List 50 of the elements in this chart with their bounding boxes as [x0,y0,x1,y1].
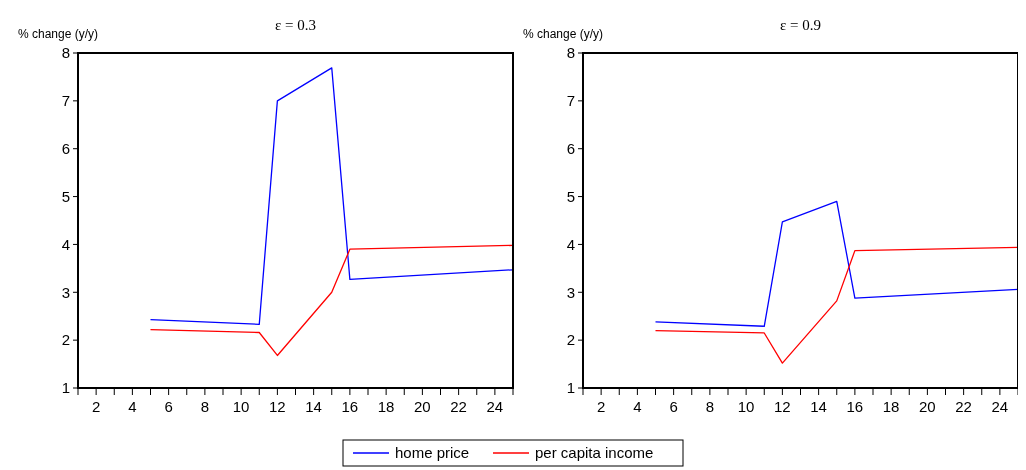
y-tick-label: 1 [61,379,70,397]
y-tick-label: 7 [61,92,70,110]
x-tick-label: 14 [305,398,322,415]
y-axis-title: % change (y/y) [18,27,99,41]
x-tick-label: 6 [669,398,678,415]
y-tick-label: 5 [61,187,70,205]
line-series [149,244,514,357]
y-tick-label: 8 [566,44,575,62]
x-tick-label: 14 [810,398,827,415]
y-tick-label: 6 [61,139,70,157]
x-tick-label: 8 [705,398,715,415]
x-tick-label: 20 [414,398,431,415]
legend-label: home price [395,444,470,462]
x-tick-label: 6 [164,398,173,415]
x-tick-label: 18 [377,398,395,415]
y-tick-label: 5 [566,187,575,205]
x-tick-label: 22 [450,398,467,415]
y-tick-label: 2 [61,331,70,349]
legend-label: per capita income [535,444,654,462]
x-tick-label: 10 [737,398,755,415]
chart-title: ε = 0.9 [779,17,822,33]
chart-title: ε = 0.3 [274,17,317,33]
x-tick-label: 20 [919,398,936,415]
y-tick-label: 1 [566,379,575,397]
x-tick-label: 4 [633,398,642,415]
x-tick-label: 16 [846,398,864,415]
line-series [149,67,514,325]
x-tick-label: 2 [596,398,606,415]
x-tick-label: 10 [232,398,250,415]
y-tick-label: 4 [61,235,70,253]
x-tick-label: 22 [955,398,972,415]
x-tick-label: 16 [341,398,359,415]
line-series [654,200,1018,327]
x-tick-label: 8 [200,398,210,415]
x-tick-label: 18 [882,398,900,415]
y-tick-label: 7 [566,92,575,110]
y-tick-label: 3 [566,283,575,301]
x-tick-label: 24 [486,398,504,415]
y-tick-label: 4 [566,235,575,253]
y-tick-label: 3 [61,283,70,301]
x-tick-label: 12 [774,398,791,415]
line-series [654,246,1018,364]
x-tick-label: 4 [128,398,137,415]
y-axis-title: % change (y/y) [523,27,604,41]
y-tick-label: 6 [566,139,575,157]
x-tick-label: 12 [269,398,286,415]
x-tick-label: 24 [991,398,1009,415]
y-tick-label: 8 [61,44,70,62]
y-tick-label: 2 [566,331,575,349]
x-tick-label: 2 [91,398,101,415]
